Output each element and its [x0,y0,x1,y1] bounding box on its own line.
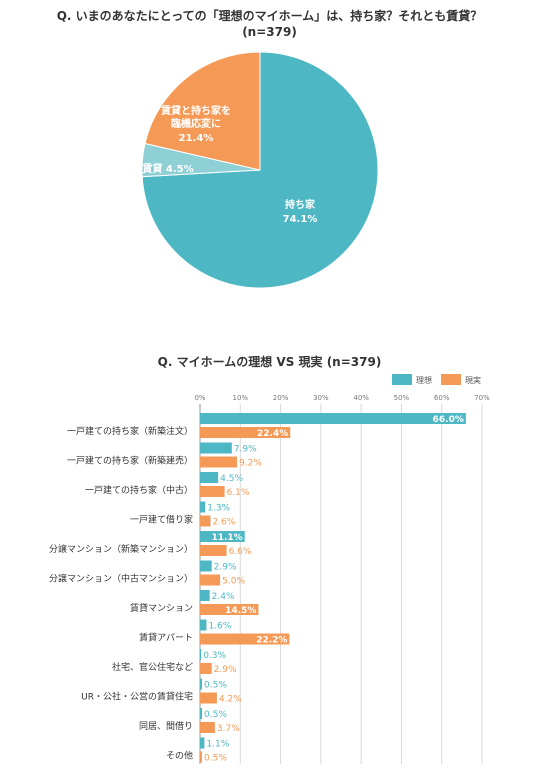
legend-label: 理想 [416,375,432,385]
bar [200,633,290,645]
x-tick-label: 70% [474,394,490,402]
bar-value-label: 3.7% [217,724,240,734]
bar [200,692,217,704]
bar-value-label: 9.2% [239,459,262,469]
bar [200,678,203,690]
x-tick-label: 20% [273,394,289,402]
bar-value-label: 11.1% [211,533,242,543]
bar-value-label: 1.6% [208,622,231,632]
bar-value-label: 1.1% [206,740,229,750]
bar-value-label: 4.5% [220,474,243,484]
pie-title-text: Q. いまのあなたにとっての「理想のマイホーム」は、持ち家？それとも賃貸？ [56,9,483,23]
bar [200,649,202,660]
pie-slice-label: 持ち家 74.1% [283,198,318,225]
category-label: 一戸建ての持ち家（新築注文） [67,425,193,437]
bar-value-label: 0.5% [204,754,227,764]
bar-value-label: 6.6% [229,547,252,557]
bar-value-label: 4.2% [219,695,242,705]
category-label: その他 [166,750,193,762]
pie-chart-title: Q. いまのあなたにとっての「理想のマイホーム」は、持ち家？それとも賃貸？ (n… [0,8,539,40]
bar [200,515,211,527]
category-label: 同居、間借り [139,720,193,732]
bar [200,442,232,454]
pie-slice-label: 賃貸 4.5% [141,162,193,175]
bar [200,708,203,719]
bar-value-label: 2.6% [212,518,235,528]
bar-chart-title: Q. マイホームの理想 VS 現実 (n=379) [157,355,382,369]
bar [200,413,466,424]
pie-chart: 持ち家 74.1% 賃貸 4.5% 賃貸と持ち家を臨機応変に 21.4% [141,51,379,289]
x-tick-label: 10% [233,394,249,402]
category-label: UR・公社・公営の賃貸住宅 [81,691,193,703]
bar [200,604,259,615]
category-label: 賃貸アパート [139,632,193,644]
bar [200,531,245,542]
category-label: 一戸建て借り家 [130,514,193,526]
category-label: 賃貸マンション [130,602,193,614]
legend-label: 現実 [465,375,481,385]
category-label: 一戸建ての持ち家（中古） [85,484,193,496]
bar-value-label: 14.5% [225,606,256,616]
bar-value-label: 0.5% [204,710,227,720]
x-tick-label: 40% [353,394,369,402]
bar-value-label: 2.9% [214,665,237,675]
bar-value-label: 22.2% [256,636,287,646]
bar-value-label: 1.3% [207,504,230,514]
category-label: 分譲マンション（中古マンション） [49,573,193,585]
bar [200,619,207,631]
x-tick-label: 0% [194,394,205,402]
bar [200,472,219,483]
bar [200,427,291,438]
pie-subtitle-text: (n=379) [242,25,297,39]
bar-value-label: 2.9% [214,563,237,573]
legend-swatch [441,374,461,385]
x-tick-label: 50% [394,394,410,402]
bar [200,663,212,674]
bar-value-label: 0.5% [204,681,227,691]
bar [200,737,205,749]
bar [200,751,203,763]
x-tick-label: 30% [313,394,329,402]
category-label: 社宅、官公住宅など [112,661,193,673]
legend-swatch [392,374,412,385]
pie-slice [144,51,261,171]
bar [200,486,225,497]
bar-value-label: 66.0% [433,415,464,425]
bar-value-label: 5.0% [222,577,245,587]
category-label: 一戸建ての持ち家（新築建売） [67,455,193,467]
category-label: 分譲マンション（新築マンション） [49,543,193,555]
bar [200,456,238,468]
bar [200,590,210,601]
bar [200,501,206,513]
bar-chart: 理想 現実 0% 10% 20% 30% 40% 50% 60% 70% 一戸建ての持ち家（新築注文… [49,374,490,764]
bar-value-label: 0.3% [203,651,226,661]
bar-value-label: 2.4% [212,592,235,602]
bar-value-label: 7.9% [234,445,257,455]
bar [200,722,215,733]
bar [200,560,212,572]
bar [200,545,227,556]
bar-value-label: 22.4% [257,429,288,439]
bar-value-label: 6.1% [227,488,250,498]
pie-slice-label: 賃貸と持ち家を臨機応変に 21.4% [160,104,231,144]
bar [200,574,221,586]
x-tick-label: 60% [434,394,450,402]
